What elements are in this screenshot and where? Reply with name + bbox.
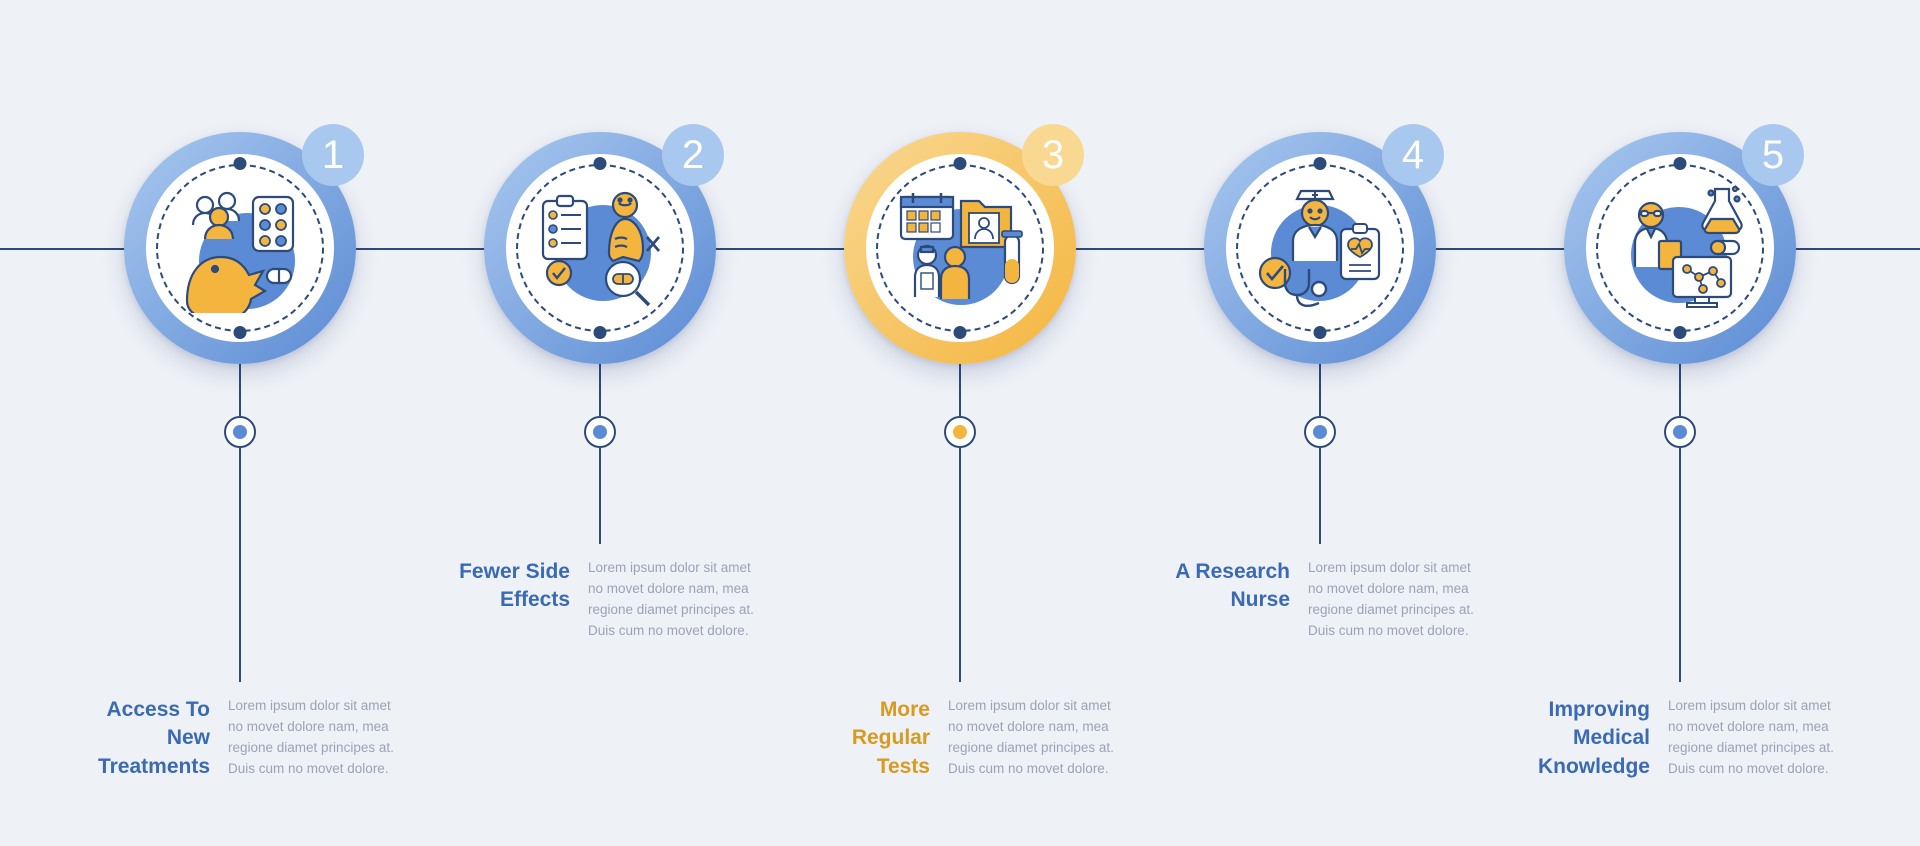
step-title: Access To New Treatments — [80, 696, 210, 781]
step-text-block: More Regular TestsLorem ipsum dolor sit … — [800, 696, 1120, 781]
ring-dot-bottom — [1314, 326, 1327, 339]
connector-node — [224, 416, 256, 448]
step-title: Improving Medical Knowledge — [1520, 696, 1650, 781]
step-number-badge: 5 — [1742, 124, 1804, 186]
step-text-block: A Research Nurse Lorem ipsum dolor sit am… — [1160, 558, 1480, 642]
connector-node-dot — [1673, 425, 1687, 439]
connector-line-top — [599, 364, 601, 416]
step-title: A Research Nurse — [1160, 558, 1290, 615]
step-circle: 3 — [844, 132, 1076, 364]
step-title: Fewer Side Effects — [440, 558, 570, 615]
step-number-badge: 3 — [1022, 124, 1084, 186]
ring-dot-top — [1674, 157, 1687, 170]
step-circle: 5 — [1564, 132, 1796, 364]
tests-icon — [895, 183, 1025, 313]
step-description: Lorem ipsum dolor sit amet no movet dolo… — [1668, 696, 1840, 780]
connector-line-top — [1319, 364, 1321, 416]
side-effects-icon — [535, 183, 665, 313]
step-3: 3 More Regular TestsLorem ipsum dolor sit… — [800, 132, 1120, 781]
step-number-badge: 4 — [1382, 124, 1444, 186]
step-circle-inner — [146, 154, 334, 342]
step-title: More Regular Tests — [800, 696, 930, 781]
connector-line-bottom — [1319, 448, 1321, 544]
connector-line-bottom — [1679, 448, 1681, 682]
step-circle: 2 — [484, 132, 716, 364]
step-2: 2 Fewer Side Effects Lorem ipsum dolor sit… — [440, 132, 760, 781]
step-circle-inner — [866, 154, 1054, 342]
step-description: Lorem ipsum dolor sit amet no movet dolo… — [588, 558, 760, 642]
step-text-block: Access To New TreatmentsLorem ipsum dolo… — [80, 696, 400, 781]
connector-line-bottom — [239, 448, 241, 682]
ring-dot-bottom — [234, 326, 247, 339]
step-1: 1 Access To New TreatmentsLorem ipsum dol… — [80, 132, 400, 781]
connector-node — [584, 416, 616, 448]
step-number-badge: 1 — [302, 124, 364, 186]
nurse-icon — [1255, 183, 1385, 313]
connector-line-top — [239, 364, 241, 416]
connector-node-dot — [953, 425, 967, 439]
connector-node-dot — [1313, 425, 1327, 439]
connector-line-bottom — [599, 448, 601, 544]
ring-dot-bottom — [594, 326, 607, 339]
step-circle: 1 — [124, 132, 356, 364]
connector-node — [944, 416, 976, 448]
ring-dot-top — [234, 157, 247, 170]
ring-dot-bottom — [1674, 326, 1687, 339]
ring-dot-top — [594, 157, 607, 170]
connector-node — [1664, 416, 1696, 448]
step-circle-inner — [1586, 154, 1774, 342]
step-circle: 4 — [1204, 132, 1436, 364]
step-circle-inner — [506, 154, 694, 342]
research-icon — [1615, 183, 1745, 313]
step-description: Lorem ipsum dolor sit amet no movet dolo… — [228, 696, 400, 780]
step-number-badge: 2 — [662, 124, 724, 186]
step-description: Lorem ipsum dolor sit amet no movet dolo… — [1308, 558, 1480, 642]
step-text-block: Improving Medical KnowledgeLorem ipsum d… — [1520, 696, 1840, 781]
ring-dot-top — [1314, 157, 1327, 170]
connector-line-bottom — [959, 448, 961, 682]
treatments-icon — [175, 183, 305, 313]
ring-dot-top — [954, 157, 967, 170]
connector-node — [1304, 416, 1336, 448]
step-4: 4 A Research Nurse Lorem ipsum dolor sit a… — [1160, 132, 1480, 781]
ring-dot-bottom — [954, 326, 967, 339]
step-5: 5 Improving Medical KnowledgeLorem ipsum … — [1520, 132, 1840, 781]
steps-container: 1Access To New TreatmentsLorem ipsum dol… — [0, 132, 1920, 781]
connector-node-dot — [593, 425, 607, 439]
connector-node-dot — [233, 425, 247, 439]
step-description: Lorem ipsum dolor sit amet no movet dolo… — [948, 696, 1120, 780]
step-text-block: Fewer Side Effects Lorem ipsum dolor sit … — [440, 558, 760, 642]
connector-line-top — [1679, 364, 1681, 416]
connector-line-top — [959, 364, 961, 416]
step-circle-inner — [1226, 154, 1414, 342]
